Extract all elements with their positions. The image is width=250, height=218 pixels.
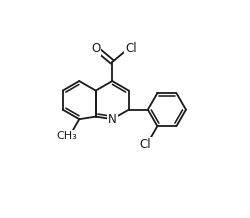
Text: Cl: Cl xyxy=(140,138,151,151)
Text: CH₃: CH₃ xyxy=(56,131,77,141)
Text: Cl: Cl xyxy=(125,42,136,55)
Text: O: O xyxy=(91,42,101,55)
Text: N: N xyxy=(108,113,117,126)
